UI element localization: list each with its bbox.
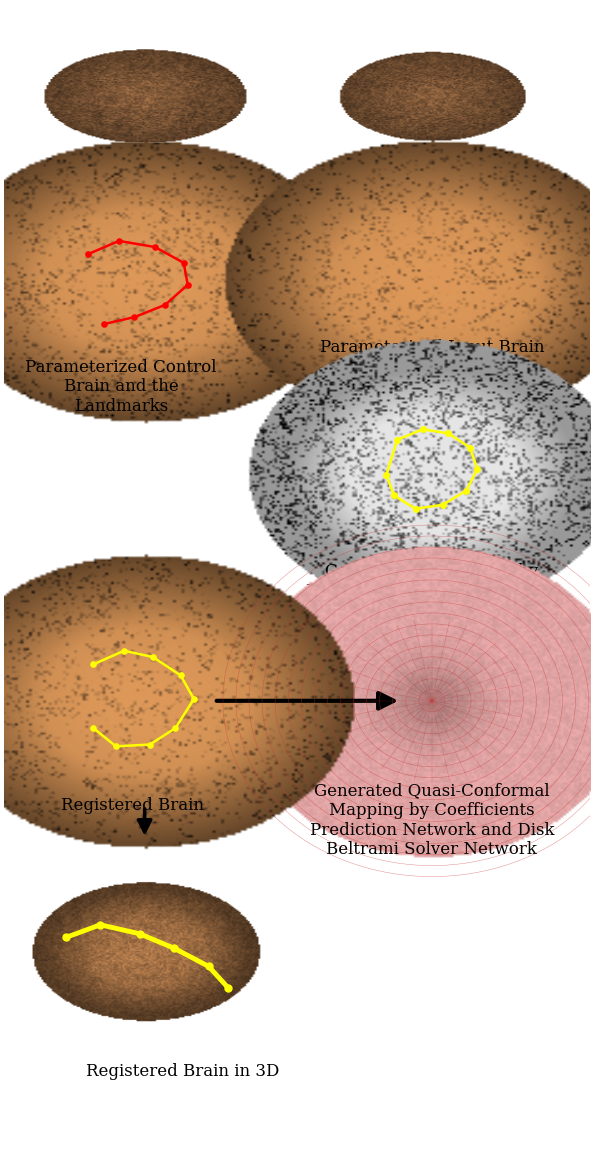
Point [99,315,108,334]
Point [411,500,420,519]
Point [204,957,213,975]
Point [120,641,129,660]
Point [382,465,391,484]
Point [170,718,180,737]
Text: Control Brain: Control Brain [88,154,202,172]
Point [389,486,398,505]
Point [148,648,157,667]
Point [130,307,139,326]
Point [160,296,170,314]
Point [224,979,233,997]
Point [83,245,93,264]
Text: Generated Landmarks by
Landmark Detection Network: Generated Landmarks by Landmark Detectio… [306,563,558,599]
Point [111,737,121,756]
Text: Parameterized Control
Brain and the
Landmarks: Parameterized Control Brain and the Land… [25,359,217,415]
Point [179,253,188,272]
Text: Registered Brain: Registered Brain [62,797,204,814]
Point [462,481,471,500]
Point [96,916,105,934]
Point [89,718,98,737]
Point [89,655,98,674]
Point [169,939,179,958]
Point [114,231,124,250]
Text: Generated Quasi-Conformal
Mapping by Coefficients
Prediction Network and Disk
Be: Generated Quasi-Conformal Mapping by Coe… [310,783,554,858]
Text: Parameterized Input Brain: Parameterized Input Brain [320,339,544,356]
Point [61,929,70,947]
Point [189,689,199,708]
Point [443,424,453,443]
Point [438,495,448,514]
Point [150,238,160,257]
Point [392,430,402,449]
Point [183,276,192,294]
Point [176,666,185,684]
Point [418,420,427,439]
Point [135,925,144,944]
Point [472,460,482,479]
Point [465,438,475,457]
Text: Registered Brain in 3D: Registered Brain in 3D [86,1063,279,1080]
Text: Input Brain: Input Brain [384,154,480,172]
Point [145,735,155,753]
